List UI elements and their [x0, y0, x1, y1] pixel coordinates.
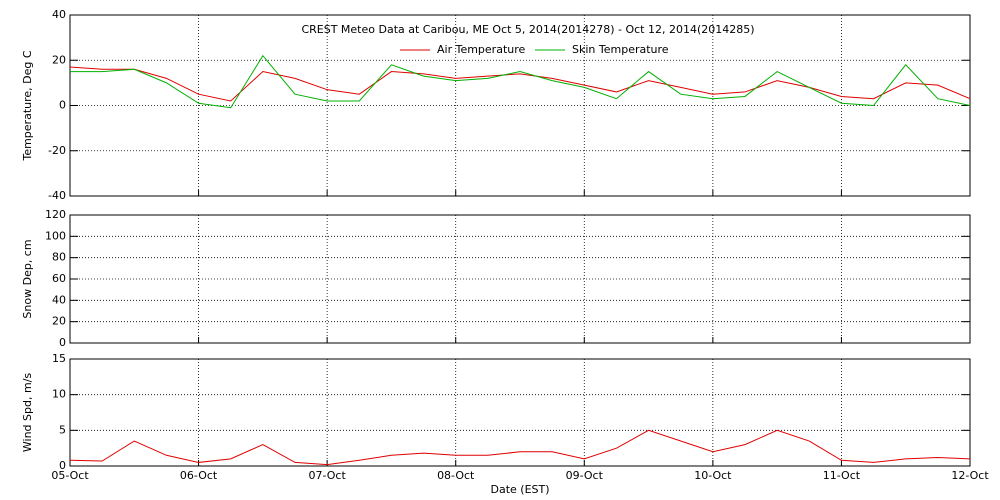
x-tick-label: 08-Oct	[437, 469, 475, 482]
y-tick-label: 60	[52, 272, 66, 285]
y-tick-label: 15	[52, 352, 66, 365]
x-tick-label: 05-Oct	[51, 469, 89, 482]
x-tick-label: 10-Oct	[694, 469, 732, 482]
legend-label: Skin Temperature	[572, 43, 669, 56]
y-tick-label: 10	[52, 388, 66, 401]
y-tick-label: -20	[48, 144, 66, 157]
y-tick-label: 20	[52, 315, 66, 328]
y-tick-label: 40	[52, 293, 66, 306]
x-tick-label: 07-Oct	[308, 469, 346, 482]
x-tick-label: 11-Oct	[823, 469, 861, 482]
y-tick-label: 20	[52, 53, 66, 66]
x-tick-label: 06-Oct	[180, 469, 218, 482]
x-axis-label: Date (EST)	[490, 483, 549, 496]
y-tick-label: 5	[59, 423, 66, 436]
y-tick-label: 0	[59, 99, 66, 112]
y-tick-label: 80	[52, 251, 66, 264]
y-tick-label: -40	[48, 189, 66, 202]
y-axis-label: Snow Dep, cm	[21, 239, 34, 318]
series-line	[69, 429, 971, 466]
y-axis-label: Temperature, Deg C	[21, 50, 34, 161]
y-tick-label: 0	[59, 336, 66, 349]
plot-frame	[69, 358, 971, 467]
x-tick-label: 09-Oct	[566, 469, 604, 482]
y-tick-label: 40	[52, 8, 66, 21]
series-line	[69, 66, 971, 102]
y-axis-label: Wind Spd, m/s	[21, 373, 34, 453]
x-tick-label: 12-Oct	[951, 469, 989, 482]
legend-label: Air Temperature	[437, 43, 526, 56]
chart-title: CREST Meteo Data at Caribou, ME Oct 5, 2…	[301, 23, 754, 36]
series-line	[70, 54, 971, 109]
y-tick-label: 0	[59, 459, 66, 472]
y-tick-label: 120	[45, 208, 66, 221]
y-tick-label: 100	[45, 229, 66, 242]
